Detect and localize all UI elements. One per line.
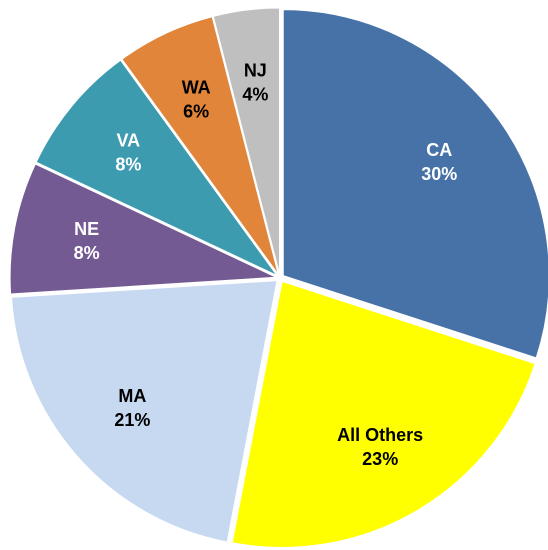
slice-name: NJ <box>244 60 267 80</box>
slice-value-label: 8% <box>74 243 100 263</box>
pie-slice <box>282 9 548 359</box>
slice-name: CA <box>426 140 452 160</box>
slice-name: VA <box>116 130 140 150</box>
slice-name: NE <box>74 219 99 239</box>
slice-value-label: 21% <box>114 410 150 430</box>
pie-slice <box>9 163 277 295</box>
pie-slice <box>212 7 280 275</box>
pie-slice <box>35 59 278 276</box>
pie-slice <box>10 280 278 543</box>
slice-value-label: 23% <box>362 449 398 469</box>
pie-slice <box>231 280 536 548</box>
pie-slice <box>121 16 279 275</box>
slice-value-label: 6% <box>183 102 209 122</box>
slice-name: WA <box>182 78 211 98</box>
slice-name: MA <box>118 386 146 406</box>
slice-value-label: 8% <box>115 154 141 174</box>
slice-value-label: 4% <box>242 84 268 104</box>
slice-value-label: 30% <box>421 164 457 184</box>
slice-name: All Others <box>337 425 423 445</box>
